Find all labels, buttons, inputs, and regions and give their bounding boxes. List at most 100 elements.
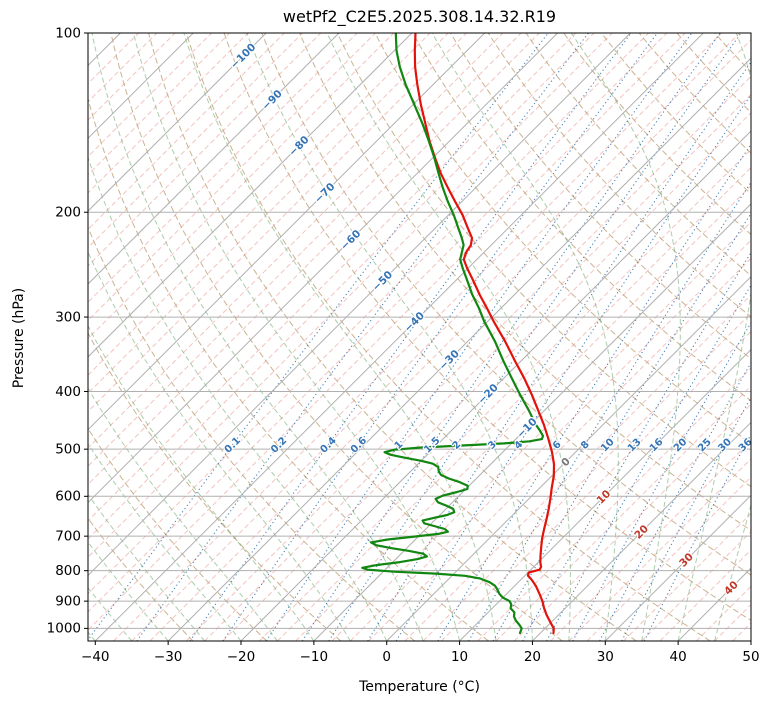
minor-isotherm-line: [88, 33, 358, 303]
y-tick-label: 100: [55, 25, 81, 41]
dry-adiabat-line: [88, 427, 268, 641]
dry-adiabat-line: [487, 33, 751, 318]
chart-title: wetPf2_C2E5.2025.308.14.32.R19: [282, 7, 557, 26]
y-tick-label: 700: [55, 528, 81, 544]
mixing-ratio-label: 2: [451, 439, 464, 452]
dry-adiabat-line: [563, 33, 751, 236]
y-tick-label: 800: [55, 563, 81, 579]
moist-adiabat-line: [88, 156, 388, 641]
y-tick-label: 600: [55, 489, 81, 505]
y-tick-label: 500: [55, 441, 81, 457]
minor-isotherm-line: [641, 531, 751, 641]
isotherm-line: [88, 33, 631, 577]
minor-isotherm-line: [513, 403, 751, 641]
moist-adiabat-line: [714, 503, 751, 641]
dry-adiabat-line: [752, 33, 775, 641]
minor-isotherm-line: [222, 112, 751, 641]
x-tick-label: −40: [81, 649, 110, 665]
isotherm-line: [313, 203, 751, 641]
minor-isotherm-line: [88, 33, 231, 176]
y-tick-label: 400: [55, 384, 81, 400]
minor-isotherms-group: [88, 33, 751, 641]
minor-isotherm-line: [258, 148, 751, 641]
minor-isotherm-line: [113, 33, 722, 641]
mixing-ratio-line: [621, 396, 751, 641]
moist-adiabat-line: [246, 33, 533, 641]
mixing-ratio-line: [522, 251, 751, 641]
mixing-ratio-line: [395, 93, 751, 641]
minor-isotherm-line: [88, 33, 504, 449]
dry-adiabats-group: [88, 33, 775, 641]
mixing-ratio-line: [546, 284, 751, 641]
minor-isotherm-line: [88, 33, 686, 631]
mixing-ratio-label: 30: [716, 437, 734, 455]
minor-isotherm-line: [88, 33, 668, 613]
x-axis-label: Temperature (°C): [359, 679, 480, 695]
dry-adiabat-line: [88, 517, 194, 641]
mixing-ratio-label: 13: [626, 437, 644, 455]
minor-isotherm-line: [88, 33, 540, 486]
minor-isotherm-line: [696, 585, 751, 641]
dry-adiabat-line: [223, 33, 751, 622]
isotherm-line: [88, 33, 194, 139]
minor-isotherm-line: [659, 549, 751, 641]
minor-isotherm-line: [586, 476, 751, 641]
dry-adiabat-line: [110, 33, 563, 641]
moist-adiabat-line: [88, 250, 351, 641]
dry-adiabat-line: [88, 226, 416, 641]
dry-adiabat-line: [148, 33, 637, 641]
isotherm-line: [677, 567, 751, 641]
minor-isotherm-line: [88, 33, 212, 158]
isotherm-line: [88, 33, 413, 358]
moist-adiabats-group: [88, 33, 751, 641]
dry-adiabat-line: [450, 33, 751, 360]
isotherm-line: [750, 640, 751, 641]
mixing-ratio-line: [136, 33, 589, 641]
y-axis-label: Pressure (hPa): [11, 287, 27, 389]
minor-isotherm-line: [477, 367, 751, 641]
moist-adiabat-line: [326, 33, 571, 641]
dry-adiabat-line: [601, 33, 751, 195]
minor-isotherm-line: [186, 75, 751, 641]
x-tick-label: 20: [524, 649, 541, 665]
minor-isotherm-line: [88, 33, 322, 267]
isotherm-line: [532, 421, 751, 641]
minor-isotherm-line: [88, 33, 303, 249]
isotherms-group: [88, 33, 751, 641]
mixing-ratio-label: 6: [551, 439, 564, 452]
dry-adiabat-line: [88, 331, 342, 641]
isotherm-line: [94, 33, 704, 641]
mixing-ratio-label: 1.5: [422, 435, 442, 455]
isotherm-line: [459, 348, 751, 641]
minor-isotherm-line: [204, 93, 751, 641]
moist-adiabat-line: [91, 33, 424, 641]
minor-isotherm-line: [149, 39, 751, 641]
mixing-ratio-line: [328, 33, 742, 641]
y-tick-label: 300: [55, 309, 81, 325]
minor-isotherm-line: [404, 294, 751, 641]
mixing-ratio-label: 0.4: [318, 435, 338, 455]
plot-border: [87, 32, 752, 642]
mixing-ratio-line: [599, 361, 751, 641]
minor-isotherm-line: [568, 458, 751, 641]
mixing-ratio-line: [572, 321, 751, 641]
dry-adiabat-line: [638, 33, 751, 154]
y-tick-label: 200: [55, 205, 81, 221]
mixing-ratio-label: 0.6: [349, 435, 369, 455]
pressure-gridlines-group: [88, 33, 751, 629]
isotherm-line: [88, 33, 558, 504]
minor-isotherm-line: [131, 33, 741, 641]
y-tick-label: 1000: [47, 621, 81, 637]
x-tick-label: −20: [227, 649, 256, 665]
minor-isotherm-line: [88, 33, 249, 194]
mixing-ratio-label: 25: [696, 437, 714, 455]
mixing-ratio-line: [265, 33, 693, 641]
minor-isotherm-line: [88, 33, 376, 322]
moist-adiabat-line: [183, 33, 497, 641]
isotherm-line: [604, 494, 751, 641]
mixing-ratio-line: [189, 33, 632, 641]
mixing-ratio-line: [437, 143, 751, 641]
mixing-ratio-label: 3: [486, 439, 499, 452]
isotherm-line: [88, 33, 486, 431]
